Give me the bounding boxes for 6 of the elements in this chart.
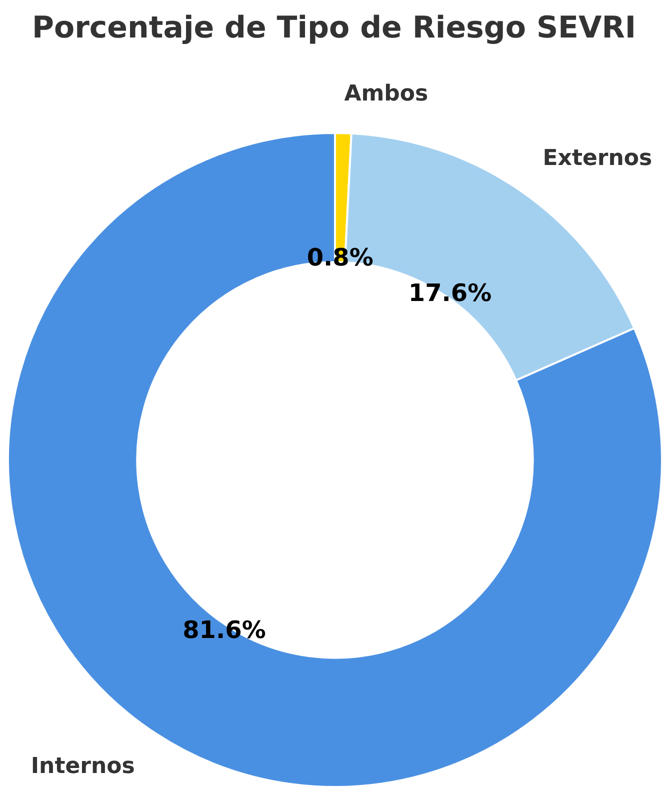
slice-label: Internos — [30, 754, 135, 780]
slice-label: Ambos — [344, 81, 428, 106]
data-label: 0.8% — [306, 243, 374, 272]
data-label: 17.6% — [408, 279, 492, 308]
slice-label: Externos — [542, 146, 652, 171]
chart-title: Porcentaje de Tipo de Riesgo SEVRI — [32, 10, 636, 46]
